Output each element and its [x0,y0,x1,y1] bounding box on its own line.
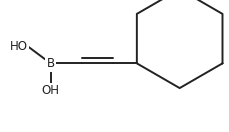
Text: HO: HO [10,40,27,53]
Text: B: B [46,57,55,70]
Text: OH: OH [41,84,59,97]
